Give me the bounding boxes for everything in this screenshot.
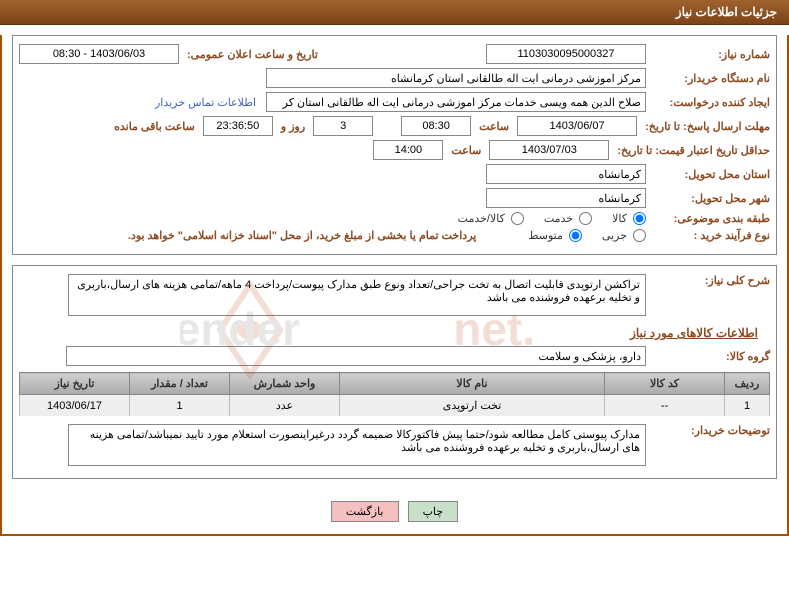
days-input[interactable]: [313, 116, 373, 136]
requester-input[interactable]: [266, 92, 646, 112]
table-row: 1 -- تخت ارتوپدی عدد 1 1403/06/17: [20, 395, 770, 417]
buyer-org-label: نام دستگاه خریدار:: [650, 72, 770, 85]
radio-partial-label: جزیی: [602, 229, 627, 242]
city-input[interactable]: [486, 188, 646, 208]
page-header: جزئیات اطلاعات نیاز: [0, 0, 789, 25]
radio-khedmat-label: خدمت: [544, 212, 573, 225]
province-label: استان محل تحویل:: [650, 168, 770, 181]
th-date: تاریخ نیاز: [20, 373, 130, 395]
deadline-time-input[interactable]: [401, 116, 471, 136]
classification-label: طبقه بندی موضوعی:: [650, 212, 770, 225]
validity-time-input[interactable]: [373, 140, 443, 160]
announce-input[interactable]: [19, 44, 179, 64]
back-button[interactable]: بازگشت: [331, 501, 399, 522]
radio-medium[interactable]: [569, 229, 582, 242]
radio-kala-khedmat[interactable]: [511, 212, 524, 225]
cell-date: 1403/06/17: [20, 395, 130, 417]
buyer-notes-textarea[interactable]: [68, 424, 646, 466]
classification-radios: کالا خدمت کالا/خدمت: [444, 212, 646, 225]
radio-kala-label: کالا: [612, 212, 627, 225]
hour-label-2: ساعت: [447, 144, 485, 157]
table-header-row: ردیف کد کالا نام کالا واحد شمارش تعداد /…: [20, 373, 770, 395]
button-row: چاپ بازگشت: [2, 489, 787, 534]
process-label: نوع فرآیند خرید :: [650, 229, 770, 242]
buyer-org-input[interactable]: [266, 68, 646, 88]
cell-name: تخت ارتوپدی: [340, 395, 605, 417]
radio-khedmat[interactable]: [579, 212, 592, 225]
cell-qty: 1: [130, 395, 230, 417]
main-panel: ArisTender .net شماره نیاز: تاریخ و ساعت…: [0, 35, 789, 536]
general-desc-label: شرح کلی نیاز:: [650, 274, 770, 287]
days-and-label: روز و: [277, 120, 309, 133]
countdown-input[interactable]: [203, 116, 273, 136]
cell-row: 1: [725, 395, 770, 417]
validity-label: حداقل تاریخ اعتبار قیمت: تا تاریخ:: [613, 144, 770, 157]
contact-link[interactable]: اطلاعات تماس خریدار: [155, 96, 256, 109]
remaining-label: ساعت باقی مانده: [110, 120, 199, 133]
announce-label: تاریخ و ساعت اعلان عمومی:: [183, 48, 322, 61]
th-row: ردیف: [725, 373, 770, 395]
deadline-date-input[interactable]: [517, 116, 637, 136]
group-input[interactable]: [66, 346, 646, 366]
description-fieldset: شرح کلی نیاز: اطلاعات کالاهای مورد نیاز …: [12, 265, 777, 479]
radio-kala[interactable]: [633, 212, 646, 225]
th-code: کد کالا: [605, 373, 725, 395]
cell-unit: عدد: [230, 395, 340, 417]
radio-kk-label: کالا/خدمت: [458, 212, 505, 225]
radio-medium-label: متوسط: [528, 229, 563, 242]
cell-code: --: [605, 395, 725, 417]
items-section-title: اطلاعات کالاهای مورد نیاز: [19, 326, 758, 340]
page-title: جزئیات اطلاعات نیاز: [676, 5, 777, 19]
deadline-label: مهلت ارسال پاسخ: تا تاریخ:: [641, 120, 770, 133]
city-label: شهر محل تحویل:: [650, 192, 770, 205]
print-button[interactable]: چاپ: [408, 501, 459, 522]
province-input[interactable]: [486, 164, 646, 184]
need-no-label: شماره نیاز:: [650, 48, 770, 61]
need-no-input[interactable]: [486, 44, 646, 64]
th-name: نام کالا: [340, 373, 605, 395]
payment-note: پرداخت تمام یا بخشی از مبلغ خرید، از محل…: [128, 229, 476, 242]
requester-label: ایجاد کننده درخواست:: [650, 96, 770, 109]
hour-label-1: ساعت: [475, 120, 513, 133]
validity-date-input[interactable]: [489, 140, 609, 160]
th-qty: تعداد / مقدار: [130, 373, 230, 395]
buyer-notes-label: توضیحات خریدار:: [650, 424, 770, 437]
process-radios: جزیی متوسط: [514, 229, 646, 242]
items-table: ردیف کد کالا نام کالا واحد شمارش تعداد /…: [19, 372, 770, 416]
radio-partial[interactable]: [633, 229, 646, 242]
group-label: گروه کالا:: [650, 350, 770, 363]
general-desc-textarea[interactable]: [68, 274, 646, 316]
details-fieldset: شماره نیاز: تاریخ و ساعت اعلان عمومی: نا…: [12, 35, 777, 255]
th-unit: واحد شمارش: [230, 373, 340, 395]
